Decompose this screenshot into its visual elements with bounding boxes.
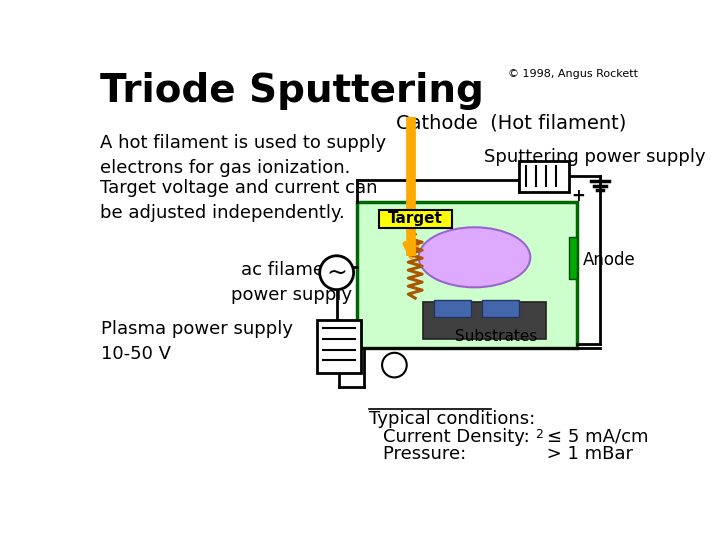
- Text: Current Density:   ≤ 5 mA/cm: Current Density: ≤ 5 mA/cm: [383, 428, 649, 446]
- Text: +: +: [572, 187, 585, 205]
- Text: Target: Target: [388, 211, 443, 226]
- Bar: [317, 320, 361, 373]
- Circle shape: [382, 353, 407, 377]
- Text: Sputtering power supply: Sputtering power supply: [485, 148, 706, 166]
- Text: -: -: [335, 356, 343, 375]
- Text: ~: ~: [326, 261, 347, 285]
- Text: Cathode  (Hot filament): Cathode (Hot filament): [396, 113, 626, 132]
- Bar: [423, 302, 546, 339]
- Bar: [357, 202, 577, 348]
- Text: © 1998, Angus Rockett: © 1998, Angus Rockett: [508, 69, 639, 79]
- Text: Anode: Anode: [583, 251, 636, 268]
- Text: +: +: [330, 318, 347, 336]
- Text: A hot filament is used to supply
electrons for gas ionization.: A hot filament is used to supply electro…: [99, 134, 386, 177]
- Text: Plasma power supply
10-50 V: Plasma power supply 10-50 V: [101, 320, 293, 363]
- Bar: [434, 300, 472, 318]
- Bar: [482, 300, 519, 318]
- Bar: [570, 237, 577, 279]
- Text: Typical conditions:: Typical conditions:: [369, 410, 535, 428]
- Bar: [379, 210, 452, 228]
- Text: Target voltage and current can
be adjusted independently.: Target voltage and current can be adjust…: [99, 179, 377, 222]
- Bar: [519, 161, 570, 192]
- Text: Pressure:              > 1 mBar: Pressure: > 1 mBar: [383, 445, 633, 463]
- Text: ac filament
power supply: ac filament power supply: [231, 261, 353, 304]
- Text: Triode Sputtering: Triode Sputtering: [99, 72, 483, 111]
- Ellipse shape: [418, 227, 531, 287]
- Text: Substrates: Substrates: [455, 329, 537, 345]
- Circle shape: [320, 256, 354, 289]
- Text: 2: 2: [535, 428, 543, 441]
